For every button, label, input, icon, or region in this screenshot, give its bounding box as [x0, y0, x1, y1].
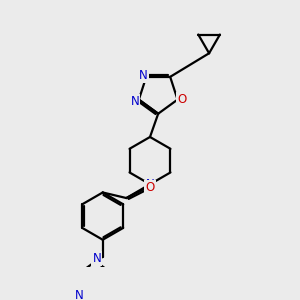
Text: O: O [177, 93, 186, 106]
Text: N: N [146, 178, 154, 191]
Text: N: N [75, 290, 84, 300]
Text: O: O [146, 181, 154, 194]
Text: N: N [130, 95, 139, 108]
Text: N: N [139, 69, 148, 82]
Text: N: N [92, 252, 101, 265]
